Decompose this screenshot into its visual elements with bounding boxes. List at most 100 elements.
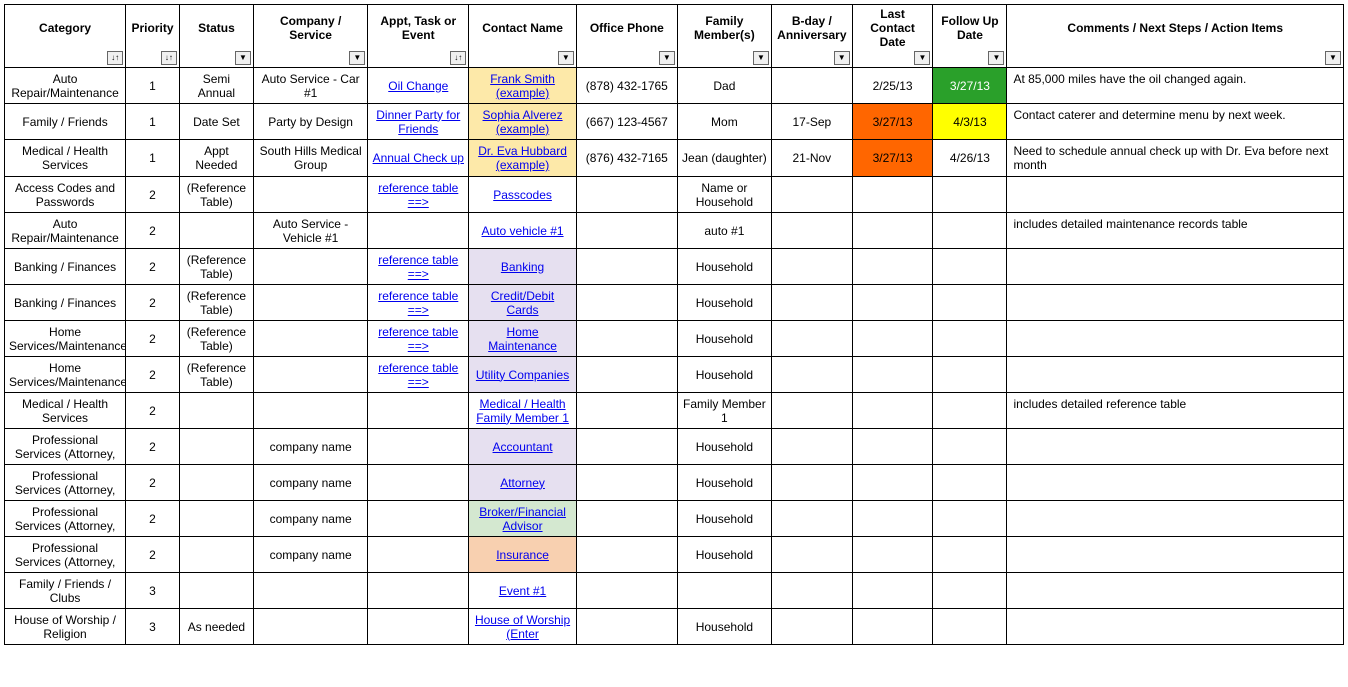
cell-category: Medical / Health Services: [5, 393, 126, 429]
cell-family: Mom: [677, 104, 771, 140]
filter-dropdown-button[interactable]: ▼: [349, 51, 365, 65]
filter-dropdown-button[interactable]: ▼: [753, 51, 769, 65]
cell-comments: [1007, 537, 1344, 573]
filter-dropdown-button[interactable]: ▼: [235, 51, 251, 65]
sort-button[interactable]: ↓↑: [107, 51, 123, 65]
cell-appt-link[interactable]: Oil Change: [388, 79, 448, 93]
cell-bday: [771, 609, 852, 645]
cell-lastcontact: [852, 609, 933, 645]
cell-contact: Insurance: [469, 537, 577, 573]
cell-phone: [576, 393, 677, 429]
cell-bday: [771, 465, 852, 501]
cell-priority: 2: [126, 177, 180, 213]
cell-appt-link[interactable]: reference table ==>: [378, 361, 458, 389]
cell-status: As needed: [179, 609, 253, 645]
cell-contact: Dr. Eva Hubbard (example): [469, 140, 577, 177]
cell-priority: 2: [126, 537, 180, 573]
cell-contact-link[interactable]: House of Worship (Enter: [475, 613, 570, 641]
cell-appt: reference table ==>: [368, 285, 469, 321]
cell-priority: 2: [126, 321, 180, 357]
cell-appt-link[interactable]: Annual Check up: [373, 151, 464, 165]
sort-button[interactable]: ↓↑: [161, 51, 177, 65]
cell-contact: Medical / Health Family Member 1: [469, 393, 577, 429]
cell-comments: [1007, 609, 1344, 645]
cell-priority: 2: [126, 393, 180, 429]
table-row: Home Services/Maintenance2(Reference Tab…: [5, 357, 1344, 393]
cell-contact-link[interactable]: Utility Companies: [476, 368, 569, 382]
filter-dropdown-button[interactable]: ▼: [914, 51, 930, 65]
cell-bday: [771, 68, 852, 104]
cell-followup: [933, 249, 1007, 285]
cell-contact-link[interactable]: Home Maintenance: [488, 325, 557, 353]
cell-contact-link[interactable]: Accountant: [493, 440, 553, 454]
header-followup: Follow Up Date▼: [933, 5, 1007, 68]
table-row: Banking / Finances2(Reference Table)refe…: [5, 285, 1344, 321]
cell-phone: (878) 432-1765: [576, 68, 677, 104]
cell-status: [179, 501, 253, 537]
cell-status: [179, 429, 253, 465]
cell-lastcontact: [852, 393, 933, 429]
cell-appt-link[interactable]: reference table ==>: [378, 253, 458, 281]
cell-contact-link[interactable]: Banking: [501, 260, 544, 274]
header-company: Company / Service▼: [253, 5, 367, 68]
table-row: Professional Services (Attorney,2company…: [5, 465, 1344, 501]
table-row: Auto Repair/Maintenance1Semi AnnualAuto …: [5, 68, 1344, 104]
cell-company: [253, 573, 367, 609]
filter-dropdown-button[interactable]: ▼: [988, 51, 1004, 65]
cell-comments: includes detailed maintenance records ta…: [1007, 213, 1344, 249]
cell-priority: 1: [126, 104, 180, 140]
cell-bday: [771, 249, 852, 285]
cell-lastcontact: 3/27/13: [852, 140, 933, 177]
cell-bday: [771, 501, 852, 537]
cell-lastcontact: [852, 285, 933, 321]
cell-priority: 2: [126, 357, 180, 393]
header-label: Category: [39, 21, 91, 35]
filter-dropdown-button[interactable]: ▼: [834, 51, 850, 65]
cell-family: Household: [677, 285, 771, 321]
cell-company: company name: [253, 465, 367, 501]
cell-appt-link[interactable]: Dinner Party for Friends: [376, 108, 460, 136]
cell-contact-link[interactable]: Auto vehicle #1: [482, 224, 564, 238]
table-row: House of Worship / Religion3As neededHou…: [5, 609, 1344, 645]
table-row: Family / Friends1Date SetParty by Design…: [5, 104, 1344, 140]
cell-status: Semi Annual: [179, 68, 253, 104]
cell-appt-link[interactable]: reference table ==>: [378, 181, 458, 209]
cell-company: [253, 357, 367, 393]
header-label: Office Phone: [590, 21, 664, 35]
filter-dropdown-button[interactable]: ▼: [659, 51, 675, 65]
cell-phone: [576, 609, 677, 645]
cell-appt-link[interactable]: reference table ==>: [378, 289, 458, 317]
filter-dropdown-button[interactable]: ▼: [1325, 51, 1341, 65]
filter-dropdown-button[interactable]: ▼: [558, 51, 574, 65]
cell-contact-link[interactable]: Passcodes: [493, 188, 552, 202]
cell-family: [677, 573, 771, 609]
cell-company: [253, 177, 367, 213]
cell-appt-link[interactable]: reference table ==>: [378, 325, 458, 353]
cell-contact-link[interactable]: Frank Smith (example): [490, 72, 555, 100]
cell-appt: Annual Check up: [368, 140, 469, 177]
cell-bday: [771, 213, 852, 249]
header-lastcontact: Last Contact Date▼: [852, 5, 933, 68]
cell-contact-link[interactable]: Insurance: [496, 548, 549, 562]
cell-contact-link[interactable]: Broker/Financial Advisor: [479, 505, 566, 533]
cell-company: South Hills Medical Group: [253, 140, 367, 177]
cell-phone: [576, 321, 677, 357]
cell-contact-link[interactable]: Dr. Eva Hubbard (example): [478, 144, 567, 172]
cell-contact: Auto vehicle #1: [469, 213, 577, 249]
cell-contact-link[interactable]: Credit/Debit Cards: [491, 289, 554, 317]
cell-lastcontact: 2/25/13: [852, 68, 933, 104]
cell-company: company name: [253, 429, 367, 465]
cell-family: Household: [677, 249, 771, 285]
cell-lastcontact: [852, 501, 933, 537]
header-category: Category ↓↑: [5, 5, 126, 68]
cell-phone: [576, 537, 677, 573]
cell-contact-link[interactable]: Attorney: [500, 476, 545, 490]
cell-company: [253, 321, 367, 357]
sort-button[interactable]: ↓↑: [450, 51, 466, 65]
cell-contact-link[interactable]: Sophia Alverez (example): [483, 108, 563, 136]
cell-category: House of Worship / Religion: [5, 609, 126, 645]
cell-contact-link[interactable]: Medical / Health Family Member 1: [476, 397, 569, 425]
cell-comments: includes detailed reference table: [1007, 393, 1344, 429]
cell-contact-link[interactable]: Event #1: [499, 584, 546, 598]
cell-appt: reference table ==>: [368, 321, 469, 357]
